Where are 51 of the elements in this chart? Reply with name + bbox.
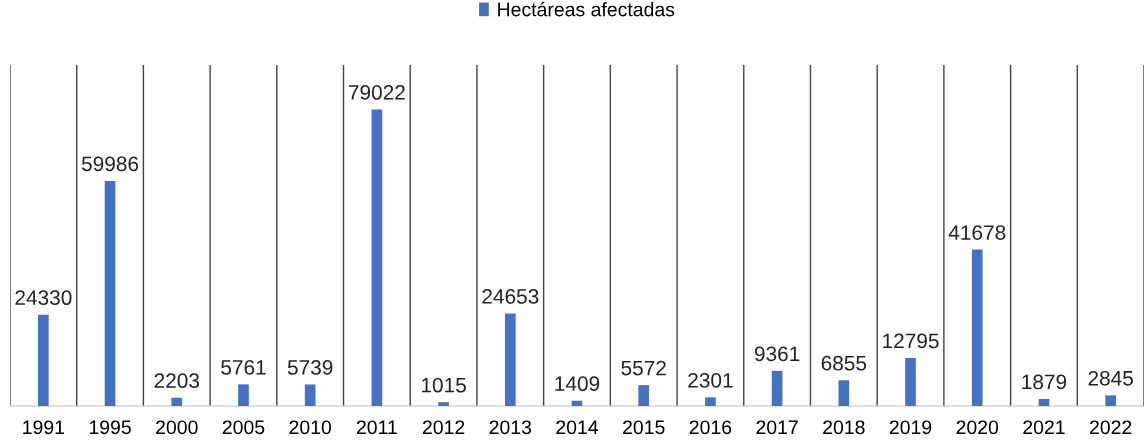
- bar: [504, 313, 516, 406]
- data-label: 5761: [221, 359, 266, 375]
- data-label: 5572: [621, 360, 666, 376]
- data-label: 5739: [287, 360, 333, 375]
- x-tick-label: 2010: [289, 420, 332, 435]
- bar: [838, 380, 850, 406]
- x-tick-label: 2012: [422, 420, 465, 435]
- bar: [1038, 398, 1050, 406]
- data-label: 1409: [555, 376, 600, 392]
- x-tick-label: 2000: [156, 420, 198, 435]
- bar: [304, 384, 316, 406]
- x-tick-label: 2017: [756, 420, 798, 435]
- data-label: 2203: [154, 373, 200, 389]
- data-label: 79022: [348, 85, 405, 100]
- bar: [104, 180, 116, 406]
- x-tick-label: 2013: [489, 420, 532, 435]
- data-label: 24653: [482, 289, 539, 304]
- x-tick-label: 2021: [1023, 420, 1065, 435]
- x-tick-label: 2015: [623, 420, 665, 435]
- bar: [438, 402, 449, 406]
- x-tick-label: 2016: [689, 420, 732, 435]
- bar: [171, 397, 183, 406]
- data-label: 12795: [883, 333, 939, 349]
- x-tick-label: 2011: [356, 420, 397, 435]
- legend-label: Hectáreas afectadas: [498, 1, 675, 17]
- x-tick-label: 1991: [23, 420, 65, 435]
- data-label: 6855: [821, 355, 867, 371]
- bar: [771, 370, 783, 406]
- x-tick-label: 2022: [1090, 420, 1132, 435]
- x-tick-label: 2005: [222, 420, 265, 435]
- data-label: 9361: [754, 346, 800, 362]
- x-tick-label: 2020: [956, 420, 999, 435]
- data-label: 24330: [15, 290, 72, 306]
- x-tick-label: 2018: [823, 420, 865, 435]
- bar: [38, 314, 49, 406]
- data-label: 41678: [948, 225, 1006, 240]
- bar: [971, 249, 983, 406]
- bar: [905, 357, 916, 406]
- data-label: 1879: [1022, 374, 1067, 390]
- x-tick-label: 1995: [89, 420, 131, 435]
- x-tick-label: 2019: [889, 420, 932, 435]
- x-tick-label: 2014: [556, 420, 599, 435]
- data-label: 2301: [688, 372, 733, 388]
- bar: [238, 384, 249, 406]
- bar: [638, 385, 650, 406]
- bar: [1105, 395, 1116, 406]
- bar: [371, 109, 383, 406]
- data-label: 59986: [81, 156, 139, 172]
- data-label: 1015: [422, 377, 466, 393]
- data-label: 2845: [1088, 370, 1133, 386]
- bar: [705, 397, 716, 406]
